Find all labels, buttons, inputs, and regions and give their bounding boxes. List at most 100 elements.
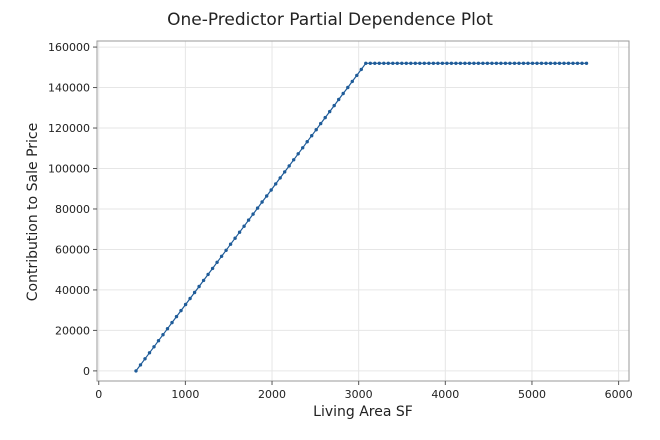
data-point xyxy=(575,61,580,65)
data-point xyxy=(539,61,544,65)
data-point xyxy=(138,363,143,367)
data-point xyxy=(323,115,327,120)
data-point xyxy=(255,206,260,210)
data-point xyxy=(346,85,350,90)
data-point xyxy=(152,345,156,349)
data-point xyxy=(580,61,584,65)
data-point xyxy=(553,61,557,65)
data-point xyxy=(566,61,571,65)
data-point xyxy=(134,369,138,373)
y-tick-label: 60000 xyxy=(55,243,90,256)
data-point xyxy=(427,61,431,65)
data-point xyxy=(386,61,390,65)
data-point xyxy=(530,61,535,65)
data-point xyxy=(147,351,152,355)
data-point xyxy=(535,61,539,65)
data-point xyxy=(485,61,490,65)
data-point xyxy=(458,61,463,65)
data-point xyxy=(368,61,372,65)
data-point xyxy=(228,242,233,246)
data-point xyxy=(337,97,341,102)
data-point xyxy=(283,170,287,174)
data-point xyxy=(332,103,336,108)
y-tick-label: 100000 xyxy=(48,163,90,176)
data-point xyxy=(233,236,237,240)
data-point xyxy=(192,290,197,295)
data-point xyxy=(292,158,296,162)
data-point xyxy=(174,314,179,319)
x-tick-label: 1000 xyxy=(171,388,199,401)
data-point xyxy=(400,61,404,65)
data-point xyxy=(265,194,269,198)
data-point xyxy=(382,61,386,65)
data-point xyxy=(544,61,548,65)
y-tick-label: 160000 xyxy=(48,41,90,54)
data-point xyxy=(463,61,467,65)
data-point xyxy=(197,284,201,289)
data-point xyxy=(395,61,399,65)
data-point xyxy=(242,224,246,228)
data-point xyxy=(413,61,417,65)
data-point xyxy=(215,260,219,264)
y-tick-label: 120000 xyxy=(48,122,90,135)
data-point xyxy=(165,327,170,331)
y-tick-label: 140000 xyxy=(48,82,90,95)
data-point xyxy=(454,61,458,65)
data-point xyxy=(219,254,224,258)
data-point xyxy=(391,61,395,65)
data-point xyxy=(526,61,530,65)
data-point xyxy=(409,61,413,65)
x-tick-label: 3000 xyxy=(345,388,373,401)
data-point xyxy=(494,61,499,65)
data-point xyxy=(359,67,363,72)
data-point xyxy=(274,182,278,186)
data-point xyxy=(314,128,318,132)
data-point xyxy=(377,61,381,65)
data-point xyxy=(210,266,215,271)
data-point xyxy=(571,61,575,65)
data-point xyxy=(206,272,210,277)
x-tick-label: 5000 xyxy=(518,388,546,401)
data-point xyxy=(440,61,445,65)
data-point xyxy=(562,61,566,65)
data-point xyxy=(404,61,408,65)
data-point xyxy=(436,61,440,65)
data-point xyxy=(517,61,521,65)
data-point xyxy=(584,61,589,65)
data-point xyxy=(512,61,517,65)
data-point xyxy=(521,61,526,65)
x-tick-label: 0 xyxy=(95,388,102,401)
y-axis-label: Contribution to Sale Price xyxy=(25,122,41,302)
y-tick-label: 0 xyxy=(83,365,90,378)
data-point xyxy=(431,61,436,65)
data-point xyxy=(418,61,422,65)
data-point xyxy=(373,61,377,65)
data-point xyxy=(467,61,472,65)
y-tick-label: 20000 xyxy=(55,324,90,337)
tick-layer: 0 1000 2000 3000 4000 5000 6000020000400006000… xyxy=(48,41,633,401)
grid-layer xyxy=(97,41,629,381)
data-point xyxy=(355,73,359,78)
y-tick-label: 40000 xyxy=(55,284,90,297)
data-point xyxy=(251,212,255,216)
data-point xyxy=(269,188,273,192)
data-point xyxy=(499,61,503,65)
plot-frame xyxy=(96,40,630,382)
x-axis-label: Living Area SF xyxy=(313,404,413,420)
data-point xyxy=(508,61,512,65)
data-point xyxy=(224,248,228,252)
data-point xyxy=(445,61,449,65)
data-point xyxy=(278,176,282,180)
y-tick-label: 80000 xyxy=(55,203,90,216)
data-point xyxy=(481,61,485,65)
data-point xyxy=(319,121,323,126)
x-tick-label: 2000 xyxy=(258,388,286,401)
data-point xyxy=(179,308,183,313)
data-point xyxy=(143,357,147,361)
data-point xyxy=(287,164,291,168)
data-point xyxy=(188,296,192,301)
x-tick-label: 4000 xyxy=(431,388,459,401)
data-point xyxy=(341,91,345,96)
